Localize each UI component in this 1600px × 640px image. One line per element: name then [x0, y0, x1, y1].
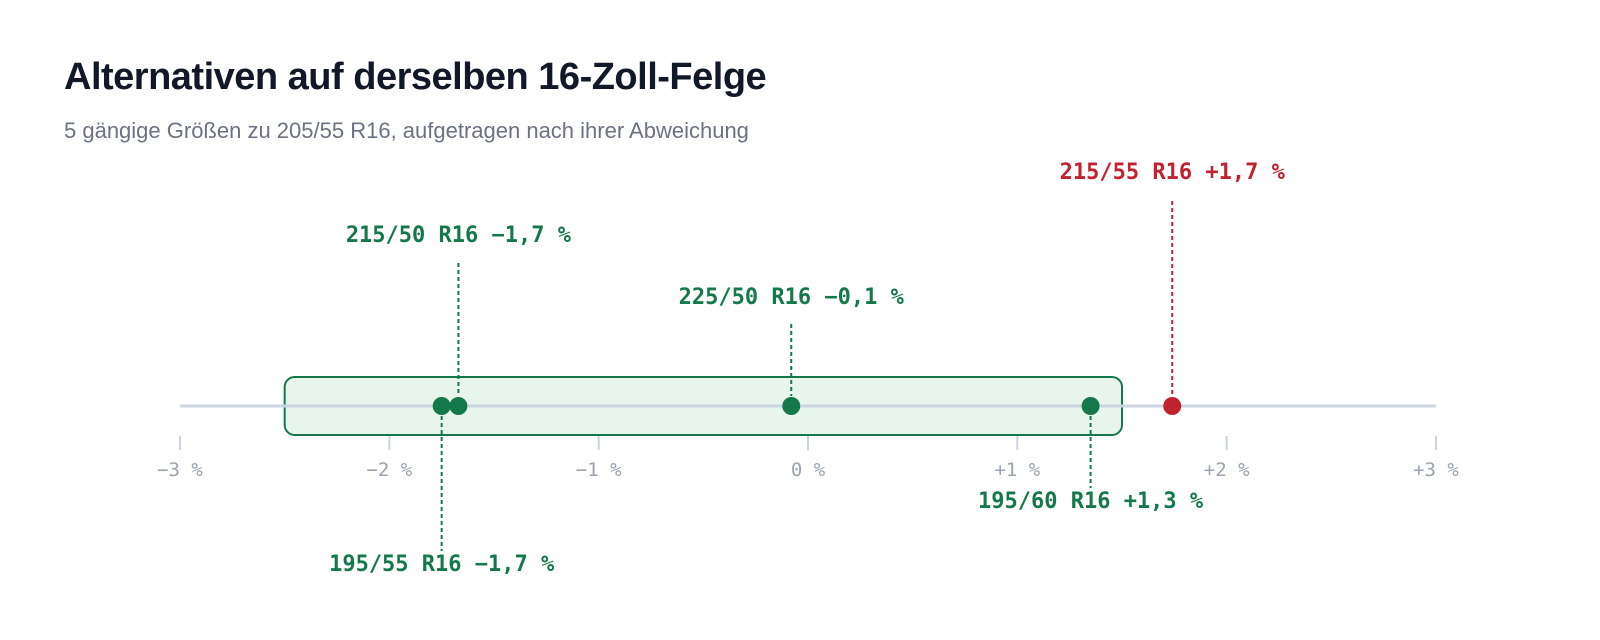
tick-label: +2 % [1204, 459, 1250, 481]
data-point [449, 397, 468, 415]
chart-subtitle: 5 gängige Größen zu 205/55 R16, aufgetra… [64, 118, 749, 143]
tick-label: +1 % [994, 459, 1040, 481]
axis-ticks: −3 % −2 % −1 % 0 % +1 % +2 % +3 % [157, 436, 1459, 481]
tick-label: 0 % [791, 459, 826, 481]
tick-label: −1 % [576, 459, 622, 481]
point-label: 215/50 R16 −1,7 % [346, 223, 572, 248]
label-leaders [440, 201, 1174, 551]
point-label: 215/55 R16 +1,7 % [1060, 160, 1286, 185]
tick-label: −2 % [366, 459, 412, 481]
data-points [432, 397, 1182, 415]
data-point [1081, 397, 1100, 415]
data-point [1163, 397, 1182, 415]
point-label: 225/50 R16 −0,1 % [679, 285, 905, 310]
data-point [432, 397, 451, 415]
tick-label: +3 % [1413, 459, 1459, 481]
point-label: 195/55 R16 −1,7 % [329, 552, 555, 577]
tick-label: −3 % [157, 459, 203, 481]
data-point [782, 397, 801, 415]
point-labels: 195/55 R16 −1,7 % 215/50 R16 −1,7 % 225/50… [329, 160, 1285, 577]
point-label: 195/60 R16 +1,3 % [978, 489, 1204, 514]
chart-title: Alternativen auf derselben 16-Zoll-Felge [64, 56, 767, 98]
